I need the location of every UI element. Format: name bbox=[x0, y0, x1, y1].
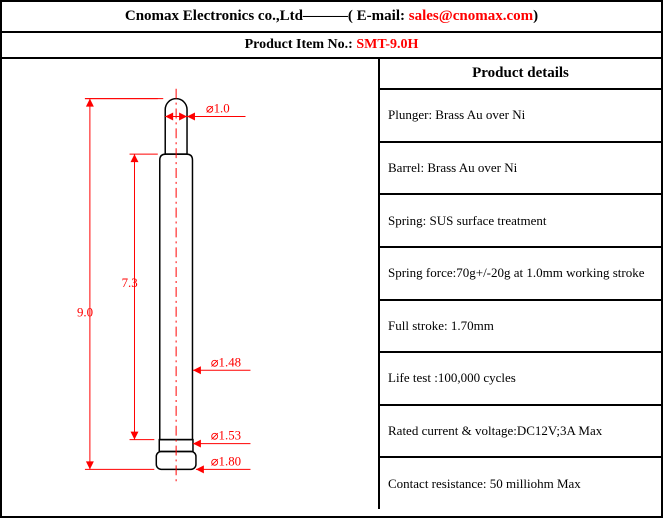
svg-text:⌀1.0: ⌀1.0 bbox=[206, 102, 230, 116]
svg-text:⌀1.80: ⌀1.80 bbox=[211, 454, 241, 468]
svg-text:9.0: 9.0 bbox=[77, 306, 93, 320]
details-title: Product details bbox=[380, 59, 661, 90]
detail-row: Contact resistance: 50 milliohm Max bbox=[380, 458, 661, 509]
item-label: Product Item No.: bbox=[245, 37, 357, 52]
detail-row: Spring: SUS surface treatment bbox=[380, 195, 661, 248]
pin-drawing: ⌀1.0 7.3 9.0 ⌀1.48 ⌀1.53 ⌀1.80 bbox=[2, 59, 378, 509]
detail-row: Barrel: Brass Au over Ni bbox=[380, 143, 661, 196]
svg-text:⌀1.53: ⌀1.53 bbox=[211, 429, 241, 443]
company-email: sales@cnomax.com bbox=[409, 8, 533, 24]
body-area: ⌀1.0 7.3 9.0 ⌀1.48 ⌀1.53 ⌀1.80 Product detail… bbox=[2, 59, 661, 509]
details-rows: Plunger: Brass Au over NiBarrel: Brass A… bbox=[380, 90, 661, 509]
details-cell: Product details Plunger: Brass Au over N… bbox=[380, 59, 661, 509]
item-row: Product Item No.: SMT-9.0H bbox=[2, 33, 661, 59]
drawing-cell: ⌀1.0 7.3 9.0 ⌀1.48 ⌀1.53 ⌀1.80 bbox=[2, 59, 380, 509]
detail-row: Spring force:70g+/-20g at 1.0mm working … bbox=[380, 248, 661, 301]
detail-row: Plunger: Brass Au over Ni bbox=[380, 90, 661, 143]
svg-text:⌀1.48: ⌀1.48 bbox=[211, 355, 241, 369]
header-sep: ———( E-mail: bbox=[303, 8, 409, 24]
datasheet: Cnomax Electronics co.,Ltd———( E-mail: s… bbox=[0, 0, 663, 518]
detail-row: Full stroke: 1.70mm bbox=[380, 301, 661, 354]
detail-row: Rated current & voltage:DC12V;3A Max bbox=[380, 406, 661, 459]
detail-row: Life test :100,000 cycles bbox=[380, 353, 661, 406]
item-number: SMT-9.0H bbox=[356, 37, 418, 52]
header-close: ) bbox=[533, 8, 538, 24]
company-header: Cnomax Electronics co.,Ltd———( E-mail: s… bbox=[2, 2, 661, 33]
svg-text:7.3: 7.3 bbox=[122, 276, 138, 290]
company-name: Cnomax Electronics co.,Ltd bbox=[125, 8, 303, 24]
